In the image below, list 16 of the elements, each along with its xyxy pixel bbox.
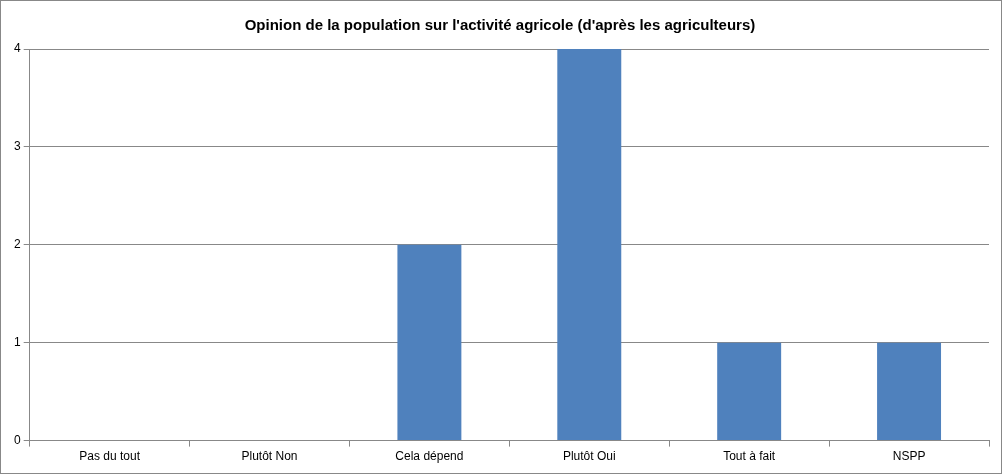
x-tick-label: Tout à fait [723,449,776,464]
x-tick-label: NSPP [892,449,926,464]
y-tick-label: 2 [13,237,21,252]
x-tick-label: Pas du tout [79,449,141,464]
y-tick-label: 3 [13,139,21,154]
x-tick-label: Plutôt Non [241,449,298,464]
bar [557,49,622,441]
bar [717,342,782,441]
x-tick-label: Cela dépend [395,449,464,464]
y-tick-label: 1 [13,335,21,350]
y-tick-label: 0 [13,432,21,447]
chart-title: Opinion de la population sur l'activité agricole (d'après les agriculteurs) [244,16,756,34]
bar [877,342,942,441]
bar [397,244,462,441]
y-tick-label: 4 [13,41,21,56]
x-tick-label: Plutôt Oui [562,449,616,464]
